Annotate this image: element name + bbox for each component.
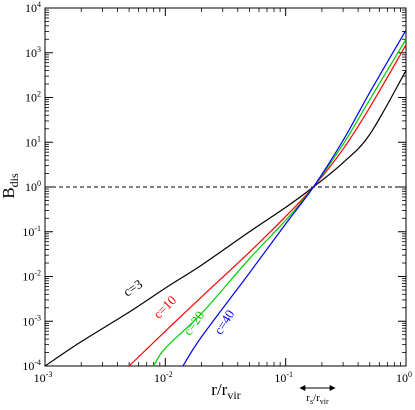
rs-rvir-label: rs/rvir <box>306 392 329 406</box>
y-axis-label: Bdis <box>0 173 21 199</box>
series-group <box>44 29 407 367</box>
y-tick-label: 103 <box>25 45 41 60</box>
y-tick-label: 104 <box>25 0 41 15</box>
y-tick-label: 101 <box>25 134 41 149</box>
series-label-c-10: c=10 <box>150 292 179 321</box>
rs-rvir-annotation: rs/rvir <box>299 385 336 406</box>
y-tick-label: 10-2 <box>22 269 41 284</box>
series-labels: c=3c=10c=20 c=40 <box>120 276 237 338</box>
x-tick-label: 10-3 <box>34 370 53 385</box>
x-tick-label: 10-2 <box>154 370 173 385</box>
rs-rvir-arrow-head-left <box>299 385 306 391</box>
x-axis-label-main: r/r <box>211 380 227 399</box>
series-line-c-20 <box>153 38 407 367</box>
series-line-c-10 <box>128 44 407 367</box>
rs-rvir-arrow-head-right <box>329 385 336 391</box>
x-axis-label: r/rvir <box>211 380 240 402</box>
axis-ticks <box>44 7 407 367</box>
x-axis-label-sub: vir <box>227 388 240 402</box>
series-label-c-3: c=3 <box>120 276 145 299</box>
y-tick-label: 10-3 <box>22 313 41 328</box>
y-axis-label-main: B <box>0 187 18 198</box>
series-line-c-3 <box>44 70 407 367</box>
series-line-c-40 <box>182 29 407 367</box>
x-tick-label: 10-1 <box>274 370 293 385</box>
y-axis-label-sub: dis <box>7 173 21 187</box>
y-tick-label: 102 <box>25 90 41 105</box>
x-tick-label: 100 <box>396 370 412 385</box>
y-tick-label: 10-1 <box>22 224 41 239</box>
y-tick-label: 10-4 <box>22 358 41 373</box>
tick-labels: 10-3 10-2 10-1 10010-410-310-210-1100101102… <box>22 0 412 385</box>
series-label-c-40: c=40 <box>211 307 238 337</box>
y-tick-label: 100 <box>25 179 41 194</box>
